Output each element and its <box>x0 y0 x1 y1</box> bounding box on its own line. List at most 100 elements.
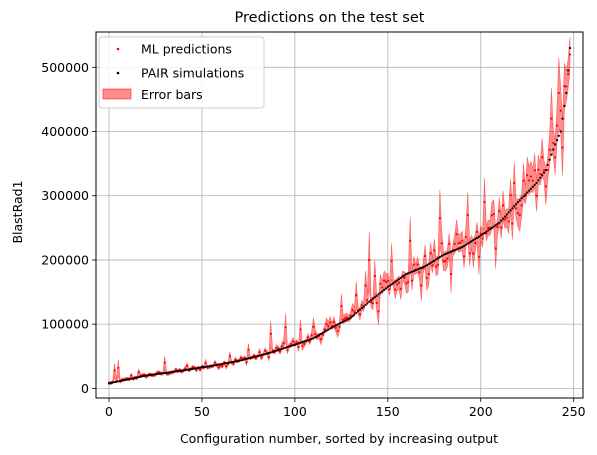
y-tick-label: 400000 <box>41 124 89 139</box>
pair-simulation-point <box>563 105 565 107</box>
pair-simulation-point <box>229 361 231 363</box>
pair-simulation-point <box>509 209 511 211</box>
legend-label-pair-simulations: PAIR simulations <box>141 66 244 81</box>
pair-simulation-point <box>355 312 357 314</box>
pair-simulation-point <box>234 360 236 362</box>
pair-simulation-point <box>496 223 498 225</box>
pair-simulation-point <box>195 367 197 369</box>
pair-simulation-point <box>210 365 212 367</box>
pair-simulation-point <box>469 241 471 243</box>
pair-simulation-point <box>433 259 435 261</box>
pair-simulation-point <box>219 363 221 365</box>
pair-simulation-point <box>180 370 182 372</box>
pair-simulation-point <box>429 262 431 264</box>
pair-simulation-point <box>271 351 273 353</box>
ml-prediction-point <box>411 279 413 281</box>
pair-simulation-point <box>227 362 229 364</box>
x-tick-label: 250 <box>562 404 586 419</box>
ml-prediction-point <box>270 333 272 335</box>
ml-prediction-point <box>281 345 283 347</box>
pair-simulation-point <box>379 292 381 294</box>
pair-simulation-point <box>506 213 508 215</box>
ml-prediction-point <box>413 264 415 266</box>
ml-prediction-point <box>519 214 521 216</box>
pair-simulation-point <box>511 207 513 209</box>
pair-simulation-point <box>208 365 210 367</box>
pair-simulation-point <box>333 325 335 327</box>
pair-simulation-point <box>134 377 136 379</box>
ml-prediction-point <box>325 323 327 325</box>
pair-simulation-point <box>400 277 402 279</box>
ml-prediction-point <box>221 365 223 367</box>
ml-prediction-point <box>225 365 227 367</box>
pair-simulation-point <box>478 236 480 238</box>
ml-prediction-point <box>530 175 532 177</box>
pair-simulation-point <box>197 367 199 369</box>
pair-simulation-point <box>125 379 127 381</box>
ml-prediction-point <box>383 279 385 281</box>
ml-prediction-point <box>138 371 140 373</box>
ml-prediction-point <box>561 146 563 148</box>
ml-prediction-point <box>298 346 300 348</box>
pair-simulation-point <box>206 365 208 367</box>
pair-simulation-point <box>253 356 255 358</box>
pair-simulation-point <box>177 370 179 372</box>
legend: ML predictions PAIR simulations Error ba… <box>99 37 264 108</box>
ml-prediction-point <box>283 342 285 344</box>
ml-prediction-point <box>465 236 467 238</box>
pair-simulation-point <box>242 359 244 361</box>
pair-simulation-point <box>112 381 114 383</box>
pair-simulation-point <box>532 186 534 188</box>
ml-prediction-point <box>429 252 431 254</box>
pair-simulation-point <box>368 301 370 303</box>
ml-prediction-point <box>366 299 368 301</box>
pair-simulation-point <box>493 225 495 227</box>
ml-prediction-point <box>472 252 474 254</box>
pair-simulation-point <box>329 327 331 329</box>
pair-simulation-point <box>143 375 145 377</box>
pair-simulation-point <box>338 322 340 324</box>
ml-prediction-point <box>327 325 329 327</box>
pair-simulation-point <box>522 195 524 197</box>
pair-simulation-point <box>277 349 279 351</box>
pair-simulation-point <box>205 366 207 368</box>
ml-prediction-point <box>379 283 381 285</box>
pair-simulation-point <box>364 304 366 306</box>
pair-simulation-point <box>216 364 218 366</box>
pair-simulation-point <box>236 360 238 362</box>
pair-simulation-point <box>498 222 500 224</box>
pair-simulation-point <box>541 174 543 176</box>
pair-simulation-point <box>286 346 288 348</box>
pair-simulation-point <box>182 369 184 371</box>
ml-prediction-point <box>381 286 383 288</box>
pair-simulation-point <box>548 159 550 161</box>
ml-prediction-point <box>509 194 511 196</box>
pair-simulation-point <box>251 356 253 358</box>
pair-simulation-point <box>186 369 188 371</box>
ml-prediction-point <box>113 369 115 371</box>
pair-simulation-point <box>283 347 285 349</box>
pair-simulation-point <box>214 364 216 366</box>
pair-simulation-point <box>424 265 426 267</box>
x-tick-label: 100 <box>283 404 307 419</box>
pair-simulation-point <box>528 190 530 192</box>
pair-simulation-point <box>545 169 547 171</box>
pair-simulation-point <box>128 378 130 380</box>
pair-simulation-point <box>316 335 318 337</box>
pair-simulation-point <box>275 350 277 352</box>
pair-simulation-point <box>121 379 123 381</box>
ml-prediction-point <box>467 214 469 216</box>
ml-prediction-point <box>199 369 201 371</box>
pair-simulation-point <box>534 184 536 186</box>
ml-prediction-point <box>337 330 339 332</box>
pair-simulation-point <box>292 344 294 346</box>
ml-prediction-point <box>521 204 523 206</box>
pair-simulation-point <box>232 361 234 363</box>
ml-prediction-point <box>385 281 387 283</box>
pair-simulation-point <box>524 193 526 195</box>
ml-prediction-point <box>175 368 177 370</box>
ml-prediction-point <box>550 118 552 120</box>
ml-prediction-point <box>534 169 536 171</box>
pair-simulation-point <box>567 69 569 71</box>
ml-prediction-point <box>214 362 216 364</box>
